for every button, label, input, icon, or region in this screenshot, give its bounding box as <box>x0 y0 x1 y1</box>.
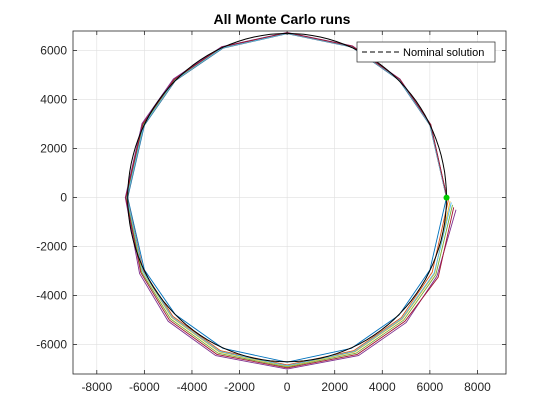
legend: Nominal solution <box>356 41 496 63</box>
y-tick-label-4: 2000 <box>40 142 67 156</box>
legend-box <box>356 41 496 63</box>
x-tick-label-4: 0 <box>284 380 291 394</box>
y-tick-label-0: -6000 <box>36 338 67 352</box>
x-tick-label-3: -2000 <box>224 380 255 394</box>
y-axis-ticks: -6000 -4000 -2000 0 2000 4000 6000 <box>36 44 506 352</box>
x-tick-label-8: 8000 <box>464 380 491 394</box>
x-tick-label-5: 2000 <box>321 380 348 394</box>
x-tick-label-1: -6000 <box>129 380 160 394</box>
plot-area-border <box>72 30 507 375</box>
series-group <box>124 32 457 370</box>
legend-label-nominal: Nominal solution <box>403 47 484 59</box>
y-tick-label-3: 0 <box>60 191 67 205</box>
y-tick-label-1: -4000 <box>36 289 67 303</box>
start-point-marker <box>443 194 450 201</box>
x-tick-label-0: -8000 <box>81 380 112 394</box>
y-tick-label-2: -2000 <box>36 240 67 254</box>
x-tick-label-6: 4000 <box>369 380 396 394</box>
x-tick-label-2: -4000 <box>177 380 208 394</box>
axes-frame <box>72 30 507 375</box>
y-tick-label-5: 4000 <box>40 93 67 107</box>
grid <box>73 31 506 374</box>
x-axis-ticks: -8000 -6000 -4000 -2000 0 2000 4000 6000 8000 <box>81 31 491 394</box>
chart-title: All Monte Carlo runs <box>214 11 351 27</box>
x-tick-label-7: 6000 <box>417 380 444 394</box>
y-tick-label-6: 6000 <box>40 44 67 58</box>
